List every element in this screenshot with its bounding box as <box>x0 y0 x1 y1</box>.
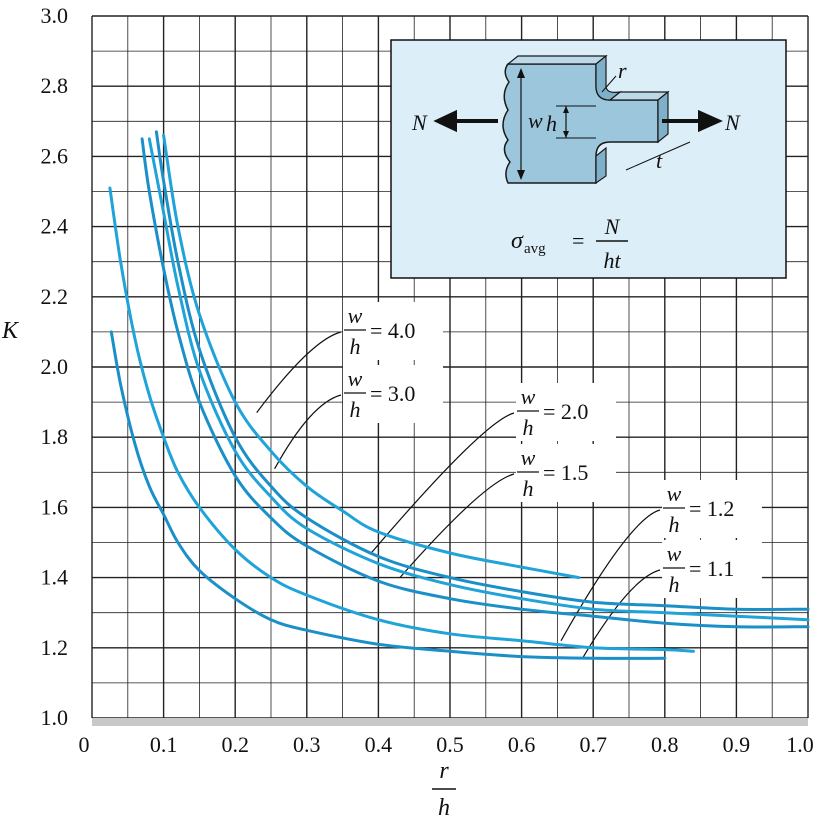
curve-w-over-h-2.0 <box>147 137 810 622</box>
curve-label-value: = 1.5 <box>543 460 588 485</box>
y-tick-label: 2.4 <box>41 214 69 239</box>
curve-label-value: = 1.2 <box>689 496 734 521</box>
x-tick-label: 1.0 <box>786 732 814 757</box>
y-tick-label: 1.0 <box>41 705 69 730</box>
curve-label-numerator: w <box>348 366 363 391</box>
x-tick-label: 0.9 <box>723 732 751 757</box>
curve-label-denominator: h <box>350 334 361 359</box>
curve-label-background <box>343 365 443 423</box>
curve-label-value: = 1.1 <box>689 556 734 581</box>
load-arrow-left <box>433 109 498 133</box>
curve-label-numerator: w <box>667 541 682 566</box>
curve-label-numerator: w <box>521 445 536 470</box>
dim-t-label: t <box>656 148 663 173</box>
curve-label-value: = 4.0 <box>370 318 415 343</box>
dim-h-label: h <box>546 111 557 136</box>
x-tick-label: 0.5 <box>436 732 464 757</box>
curve-label-background <box>662 540 762 598</box>
load-right-label: N <box>724 110 741 135</box>
inset-diagram: w h r t N N σ avg = N ht <box>390 39 787 279</box>
curve-w-over-h-1.5 <box>140 137 810 629</box>
curve-label-background <box>343 302 443 360</box>
curve-label-denominator: h <box>523 415 534 440</box>
curve-label-leader <box>256 331 342 413</box>
curve-labels: wh= 4.0wh= 3.0 wh= 2.0wh= 1.5wh= 1.2wh= 1… <box>343 302 762 598</box>
x-tick-label: 0 <box>79 732 90 757</box>
y-tick-label: 1.8 <box>41 424 69 449</box>
curve-label-leader <box>274 394 342 470</box>
curve-label-value: = 3.0 <box>370 381 415 406</box>
curve-w-over-h-1.2 <box>108 186 695 653</box>
x-tick-label: 0.8 <box>651 732 679 757</box>
curve-label-leader <box>399 473 515 578</box>
curve-label-leader <box>370 412 515 554</box>
curve-label-numerator: w <box>667 481 682 506</box>
dim-h-arrowheads <box>563 106 569 138</box>
curve-label-denominator: h <box>350 397 361 422</box>
x-tick-label: 0.4 <box>365 732 393 757</box>
annotation-leaders <box>256 331 661 659</box>
curve-w-over-h-1.1 <box>109 330 667 660</box>
x-tick-labels: 0 0.1 0.2 0.3 0.4 0.5 0.6 0.7 0.8 0.9 1.0 <box>79 732 814 757</box>
curve-w-over-h-4.0 <box>162 133 581 580</box>
curve-label-denominator: h <box>523 476 534 501</box>
curves <box>108 130 810 660</box>
formula-equals: = <box>572 228 584 253</box>
x-tick-label: 0.6 <box>508 732 536 757</box>
dim-r-label: r <box>618 58 627 83</box>
formula-numerator: N <box>604 214 621 239</box>
x-tick-label: 0.3 <box>293 732 321 757</box>
dim-w-label: w <box>528 108 543 133</box>
dim-r-leader <box>601 75 617 93</box>
y-tick-label: 1.4 <box>41 565 69 590</box>
y-tick-label: 1.2 <box>41 635 69 660</box>
x-axis-label-numerator: r <box>439 758 449 784</box>
curve-label-value: = 2.0 <box>543 399 588 424</box>
x-axis-band <box>92 718 808 726</box>
curve-label-denominator: h <box>669 572 680 597</box>
curve-label-denominator: h <box>669 512 680 537</box>
formula-subscript: avg <box>524 241 546 257</box>
x-axis-label-denominator: h <box>438 795 450 821</box>
y-tick-label: 2.6 <box>41 143 69 168</box>
x-tick-label: 0.1 <box>150 732 178 757</box>
formula-denominator: ht <box>603 248 621 273</box>
y-tick-labels: 1.0 1.2 1.4 1.6 1.8 2.0 2.2 2.4 2.6 2.8 3.0 <box>41 3 69 730</box>
load-arrow-right <box>662 109 723 133</box>
curve-label-background <box>662 480 762 538</box>
dim-t-line <box>625 141 691 171</box>
y-tick-label: 2.0 <box>41 354 69 379</box>
curve-label-numerator: w <box>348 303 363 328</box>
curve-w-over-h-3.0 <box>154 130 810 611</box>
x-tick-label: 0.2 <box>221 732 249 757</box>
load-left-label: N <box>411 110 428 135</box>
y-tick-label: 1.6 <box>41 494 69 519</box>
y-tick-label: 3.0 <box>41 3 69 28</box>
curve-label-background <box>516 444 616 502</box>
formula-sigma: σ <box>511 228 524 254</box>
curve-label-leader <box>581 569 661 659</box>
x-tick-label: 0.7 <box>579 732 607 757</box>
y-axis-label: K <box>1 318 20 344</box>
y-tick-label: 2.8 <box>41 73 69 98</box>
curve-label-background <box>516 383 616 441</box>
curve-label-numerator: w <box>521 384 536 409</box>
y-tick-label: 2.2 <box>41 284 69 309</box>
